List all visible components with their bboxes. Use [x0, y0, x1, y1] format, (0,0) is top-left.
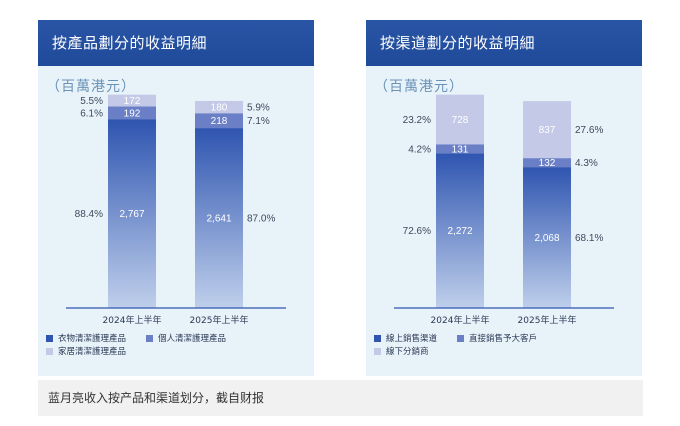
- legend-item-series-b: 直接銷售予大客戶: [457, 332, 537, 344]
- bar-series-c-0: [108, 94, 156, 107]
- percent-label: 68.1%: [575, 233, 603, 244]
- value-label: 2,641: [206, 214, 231, 225]
- figure-caption: 蓝月亮收入按产品和渠道划分，截自财报: [38, 380, 643, 416]
- percent-label: 23.2%: [403, 115, 431, 126]
- legend-item-series-a: 衣物清潔護理產品: [46, 332, 126, 344]
- value-label: 2,068: [534, 233, 559, 244]
- percent-label: 27.6%: [575, 125, 603, 136]
- percent-label: 72.6%: [403, 226, 431, 237]
- legend-item-series-b: 個人清潔護理產品: [146, 332, 226, 344]
- legend-row: 線下分銷商: [374, 345, 449, 357]
- legend-label: 家居清潔護理產品: [58, 347, 127, 357]
- bar-series-a-0: [436, 153, 484, 308]
- value-label: 180: [211, 103, 228, 114]
- channel-revenue-panel: 按渠道劃分的收益明細 （百萬港元） 2,272 72.6% 131 4.2% 728 23…: [366, 20, 642, 376]
- chart-title: 按產品劃分的收益明細: [38, 20, 314, 66]
- legend-label: 直接銷售予大客戶: [469, 334, 538, 344]
- percent-label: 4.2%: [408, 144, 431, 155]
- percent-label: 6.1%: [80, 108, 103, 119]
- percent-label: 7.1%: [247, 116, 270, 127]
- bar-series-b-0: [108, 106, 156, 120]
- percent-label: 5.5%: [80, 96, 103, 107]
- legend-row: 衣物清潔護理產品 個人清潔護理產品: [46, 332, 246, 344]
- legend-swatch: [374, 335, 381, 342]
- bar-series-b-1: [195, 113, 243, 129]
- legend-label: 個人清潔護理產品: [158, 334, 227, 344]
- percent-label: 4.3%: [575, 158, 598, 169]
- legend-swatch: [46, 335, 53, 342]
- bar-series-a-0: [108, 119, 156, 308]
- legend-item-series-c: 線下分銷商: [374, 345, 429, 357]
- percent-label: 87.0%: [247, 214, 275, 225]
- product-revenue-panel: 按產品劃分的收益明細 （百萬港元） 2,767 88.4% 192 6.1% 172 5.…: [38, 20, 314, 376]
- bar-series-c-1: [195, 100, 243, 114]
- legend-swatch: [374, 348, 381, 355]
- legend-item-series-a: 線上銷售渠道: [374, 332, 437, 344]
- legend-swatch: [146, 335, 154, 342]
- bar-series-b-1: [523, 158, 571, 168]
- value-label: 172: [124, 96, 141, 107]
- bar-series-b-0: [436, 144, 484, 154]
- value-label: 218: [211, 116, 228, 127]
- value-label: 2,272: [447, 226, 472, 237]
- legend-label: 線上銷售渠道: [386, 334, 438, 344]
- unit-label: （百萬港元）: [46, 79, 136, 95]
- value-label: 837: [539, 125, 556, 136]
- chart-title: 按渠道劃分的收益明細: [366, 20, 642, 66]
- legend-row: 家居清潔護理產品: [46, 345, 146, 357]
- x-tick-label: 2024年上半年: [103, 314, 162, 326]
- value-label: 132: [539, 158, 556, 169]
- percent-label: 88.4%: [75, 209, 103, 220]
- value-label: 131: [452, 144, 469, 155]
- product-revenue-chart: 2,767 88.4% 192 6.1% 172 5.5% 2024年上半年 2,641 87.…: [66, 94, 286, 326]
- bar-series-a-1: [523, 167, 571, 308]
- value-label: 192: [124, 108, 141, 119]
- legend-row: 線上銷售渠道 直接銷售予大客戶: [374, 332, 557, 344]
- x-tick-label: 2025年上半年: [190, 314, 249, 326]
- bar-series-c-1: [523, 101, 571, 159]
- unit-label: （百萬港元）: [374, 79, 464, 95]
- legend-item-series-c: 家居清潔護理產品: [46, 345, 126, 357]
- legend-swatch: [46, 348, 53, 355]
- percent-label: 5.9%: [247, 103, 270, 114]
- channel-revenue-chart: 2,272 72.6% 131 4.2% 728 23.2% 2024年上半年 2,068 68…: [394, 94, 614, 326]
- legend-label: 線下分銷商: [386, 347, 429, 357]
- legend-label: 衣物清潔護理產品: [58, 334, 127, 344]
- value-label: 2,767: [119, 209, 144, 220]
- x-tick-label: 2024年上半年: [431, 314, 490, 326]
- bar-series-c-0: [436, 94, 484, 145]
- value-label: 728: [452, 115, 469, 126]
- bar-series-a-1: [195, 128, 243, 308]
- legend-swatch: [457, 335, 465, 342]
- x-tick-label: 2025年上半年: [518, 314, 577, 326]
